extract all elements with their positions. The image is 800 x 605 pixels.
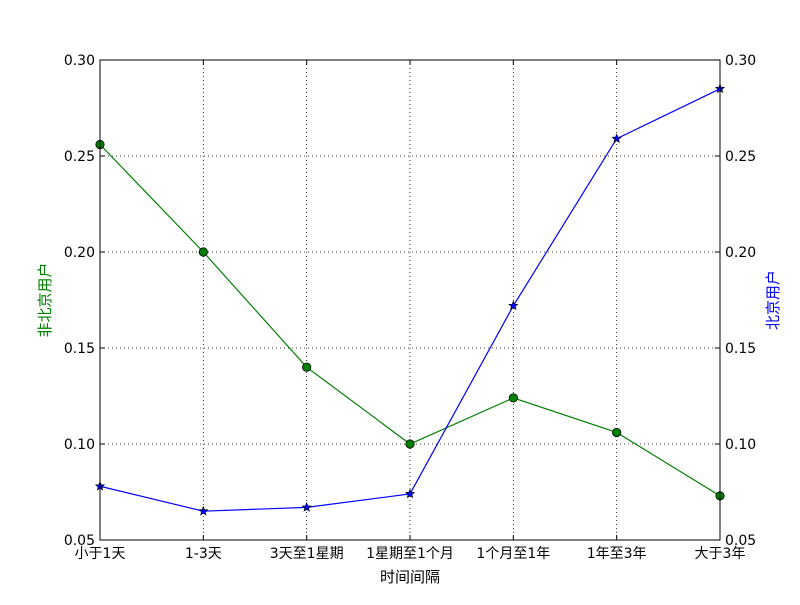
left-series-point: [198, 247, 208, 257]
y-tick-label-right: 0.10: [725, 437, 756, 453]
left-series-point: [508, 393, 518, 403]
y-tick-label-left: 0.20: [64, 245, 95, 261]
y-tick-label-left: 0.25: [64, 149, 95, 165]
x-tick-label: 1个月至1年: [476, 546, 550, 562]
y-tick-label-left: 0.30: [64, 53, 95, 69]
right-series-point: [301, 501, 312, 512]
x-tick-label: 小于1天: [75, 546, 126, 562]
y-tick-label-right: 0.20: [725, 245, 756, 261]
right-series-point: [404, 488, 416, 499]
y-tick-label-left: 0.10: [64, 437, 95, 453]
left-series-point: [405, 439, 415, 449]
left-series-point: [612, 427, 622, 438]
right-series-point: [508, 300, 519, 311]
x-tick-label: 3天至1星期: [270, 546, 344, 562]
left-series-point: [302, 362, 312, 372]
right-series-point: [198, 505, 209, 516]
x-tick-label: 1-3天: [185, 546, 222, 562]
ticks: [99, 59, 721, 541]
y-tick-label-left: 0.05: [64, 533, 95, 549]
left-axis-title: 非北京用户: [36, 262, 54, 337]
y-tick-label-right: 0.15: [725, 341, 756, 357]
y-tick-label-right: 0.30: [725, 53, 756, 69]
x-axis-title: 时间间隔: [380, 568, 440, 586]
y-tick-label-right: 0.25: [725, 149, 756, 165]
tick-labels: 小于1天 1-3天 3天至1星期 1星期至1个月 1个月至1年 1年至3年 大于3年0.05…: [64, 53, 756, 562]
series-layer: [94, 83, 726, 516]
x-tick-label: 1年至3年: [587, 546, 647, 562]
right-series-point: [611, 133, 622, 144]
y-tick-label-left: 0.15: [64, 341, 95, 357]
y-tick-label-right: 0.05: [725, 533, 756, 549]
x-tick-label: 1星期至1个月: [366, 546, 454, 562]
x-tick-label: 大于3年: [695, 546, 746, 562]
grid-lines: [100, 60, 720, 540]
right-axis-title: 北京用户: [764, 270, 782, 330]
